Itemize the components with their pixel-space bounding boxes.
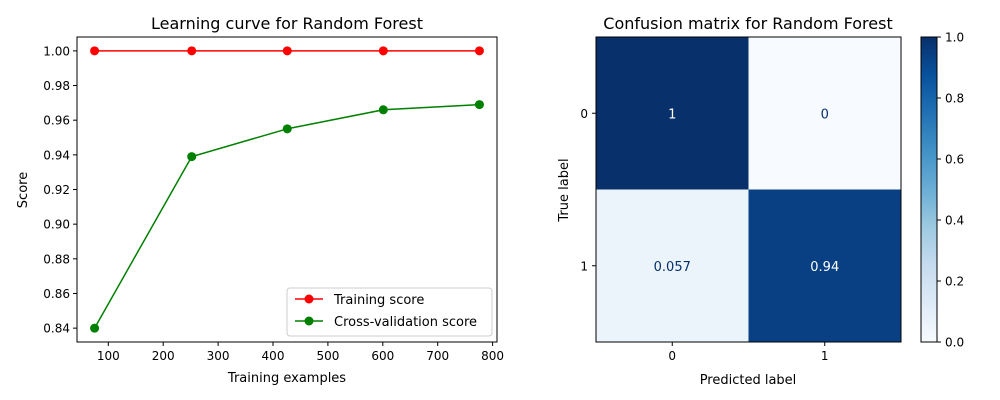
series-1-point bbox=[378, 105, 388, 115]
matrix-cell bbox=[748, 37, 901, 190]
series-1-point bbox=[90, 323, 100, 333]
matrix-cell bbox=[596, 189, 749, 342]
colorbar-tick-label: 0.2 bbox=[945, 275, 964, 289]
x-tick-label: 600 bbox=[371, 349, 394, 363]
cell-value-label: 1 bbox=[668, 107, 676, 122]
y-tick-label: 0.90 bbox=[43, 218, 70, 232]
y-tick-label: 0.94 bbox=[43, 148, 70, 162]
confusion-matrix-xlabel: Predicted label bbox=[700, 373, 797, 388]
x-tick-label: 0 bbox=[668, 349, 676, 363]
x-tick-label: 200 bbox=[152, 349, 175, 363]
legend-frame bbox=[286, 287, 493, 337]
y-tick-label: 0.88 bbox=[43, 252, 70, 266]
y-tick-label: 1.00 bbox=[43, 44, 70, 58]
x-tick-label: 400 bbox=[262, 349, 285, 363]
cell-value-label: 0 bbox=[821, 107, 829, 122]
x-tick-label: 500 bbox=[316, 349, 339, 363]
legend-training-marker bbox=[304, 294, 314, 304]
legend-training-label: Training score bbox=[333, 293, 424, 308]
y-tick-label: 0 bbox=[580, 107, 588, 121]
colorbar: 0.0 0.2 0.4 0.6 0.8 1.0 bbox=[920, 31, 964, 350]
colorbar-tick-label: 0.6 bbox=[945, 153, 964, 167]
x-tick-label: 700 bbox=[426, 349, 449, 363]
y-tick-label: 1 bbox=[580, 259, 588, 273]
learning-curve-ylabel: Score bbox=[16, 172, 31, 208]
legend-cv-label: Cross-validation score bbox=[334, 315, 477, 330]
colorbar-tick-label: 0.8 bbox=[945, 92, 964, 106]
colorbar-gradient bbox=[920, 36, 938, 343]
series-0-point bbox=[474, 46, 484, 56]
cell-value-label: 0.94 bbox=[810, 260, 839, 275]
learning-curve-series bbox=[90, 46, 484, 333]
x-tick-label: 800 bbox=[481, 349, 504, 363]
y-tick-label: 0.96 bbox=[43, 114, 70, 128]
colorbar-tick-label: 1.0 bbox=[945, 31, 964, 45]
learning-curve-xlabel: Training examples bbox=[227, 371, 346, 386]
confusion-matrix-frame bbox=[595, 36, 902, 343]
learning-curve-legend: Training score Cross-validation score bbox=[286, 287, 493, 337]
x-tick-label: 300 bbox=[207, 349, 230, 363]
learning-curve-axes-frame bbox=[76, 36, 498, 343]
x-tick-label: 1 bbox=[821, 349, 829, 363]
confusion-matrix-cells: 1 0 0.057 0.94 bbox=[596, 37, 901, 342]
series-1-point bbox=[187, 152, 197, 162]
y-tick-label: 0.84 bbox=[43, 322, 70, 336]
colorbar-ticks: 0.0 0.2 0.4 0.6 0.8 1.0 bbox=[937, 31, 964, 350]
series-0-point bbox=[282, 46, 292, 56]
series-1-point bbox=[282, 124, 292, 134]
confusion-matrix-ylabel: True label bbox=[557, 158, 572, 222]
y-tick-label: 0.98 bbox=[43, 79, 70, 93]
x-tick-label: 100 bbox=[97, 349, 120, 363]
series-0-point bbox=[378, 46, 388, 56]
y-tick-label: 0.92 bbox=[43, 183, 70, 197]
confusion-matrix-title: Confusion matrix for Random Forest bbox=[603, 14, 892, 33]
confusion-matrix-chart: Confusion matrix for Random Forest 1 0 0.0… bbox=[557, 14, 964, 388]
learning-curve-title: Learning curve for Random Forest bbox=[151, 14, 423, 33]
cell-value-label: 0.057 bbox=[654, 260, 691, 275]
learning-curve-y-ticks: 0.84 0.86 0.88 0.90 0.92 0.94 0.96 0.98 1.00 bbox=[43, 44, 77, 336]
y-tick-label: 0.86 bbox=[43, 287, 70, 301]
learning-curve-chart: Learning curve for Random Forest 0.840.8… bbox=[16, 14, 504, 386]
colorbar-tick-label: 0.0 bbox=[945, 336, 964, 350]
matrix-cell bbox=[596, 37, 749, 190]
matrix-cell bbox=[748, 189, 901, 342]
series-0-point bbox=[90, 46, 100, 56]
confusion-matrix-ticks: 0 1 0 1 bbox=[580, 107, 828, 363]
series-0-point bbox=[187, 46, 197, 56]
learning-curve-x-ticks: 100 200 300 400 500 600 700 800 bbox=[97, 342, 504, 363]
colorbar-tick-label: 0.4 bbox=[945, 214, 964, 228]
legend-cv-marker bbox=[304, 316, 314, 326]
series-1-point bbox=[474, 100, 484, 110]
